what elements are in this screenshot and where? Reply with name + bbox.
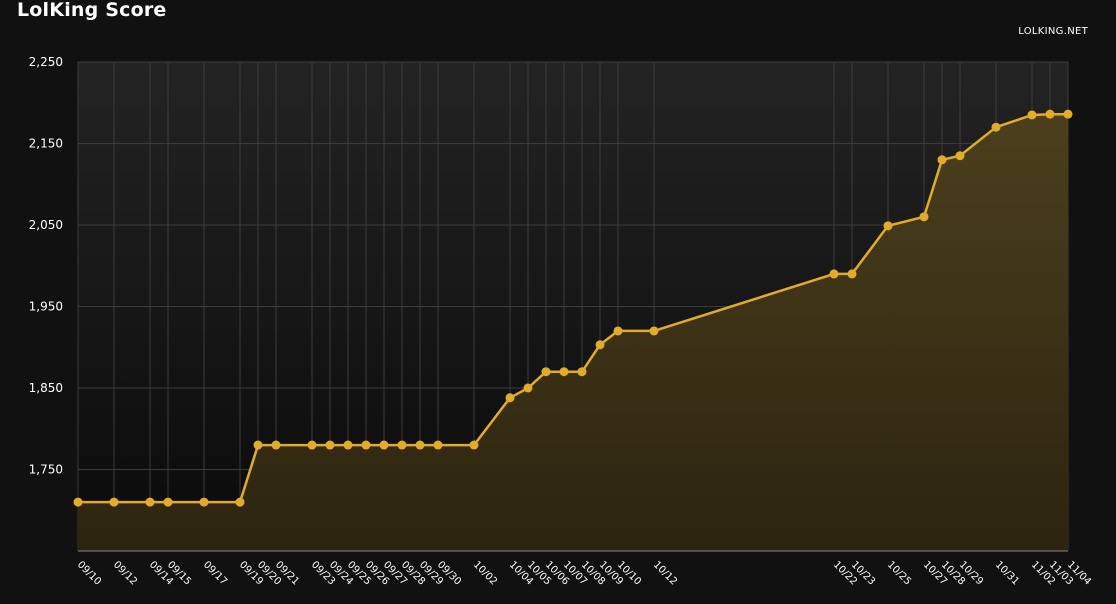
data-point[interactable] — [109, 497, 119, 507]
data-point[interactable] — [379, 440, 389, 450]
data-point[interactable] — [433, 440, 443, 450]
score-area — [78, 114, 1068, 551]
x-tick-label: 10/02 — [471, 559, 499, 587]
data-point[interactable] — [577, 367, 587, 377]
data-point[interactable] — [253, 440, 263, 450]
data-point[interactable] — [1027, 110, 1037, 120]
data-point[interactable] — [343, 440, 353, 450]
x-tick-label: 10/12 — [651, 559, 679, 587]
x-tick-label: 09/17 — [201, 559, 229, 587]
brand-link[interactable]: LOLKING.NET — [1018, 26, 1088, 37]
data-point[interactable] — [955, 151, 965, 161]
x-tick-label: 10/25 — [885, 559, 913, 587]
data-point[interactable] — [235, 497, 245, 507]
x-tick-label: 09/10 — [75, 559, 103, 587]
y-tick-label: 2,250 — [29, 55, 63, 69]
data-point[interactable] — [73, 497, 83, 507]
x-tick-label: 09/12 — [111, 559, 139, 587]
data-point[interactable] — [145, 497, 155, 507]
data-point[interactable] — [937, 155, 947, 165]
data-point[interactable] — [991, 122, 1001, 132]
data-point[interactable] — [397, 440, 407, 450]
data-point[interactable] — [649, 326, 659, 336]
data-point[interactable] — [307, 440, 317, 450]
data-point[interactable] — [415, 440, 425, 450]
data-point[interactable] — [829, 269, 839, 279]
data-point[interactable] — [883, 221, 893, 231]
data-point[interactable] — [505, 393, 515, 403]
data-point[interactable] — [163, 497, 173, 507]
data-point[interactable] — [199, 497, 209, 507]
y-axis-labels: 1,750 1,850 1,950 2,050 2,150 2,250 — [29, 55, 63, 477]
y-tick-label: 2,050 — [29, 218, 63, 232]
data-point[interactable] — [595, 340, 605, 350]
data-point[interactable] — [523, 383, 533, 393]
x-tick-label: 10/31 — [993, 559, 1021, 587]
data-point[interactable] — [325, 440, 335, 450]
y-tick-label: 1,950 — [29, 300, 63, 314]
y-tick-label: 2,150 — [29, 137, 63, 151]
data-point[interactable] — [613, 326, 623, 336]
data-point[interactable] — [1045, 109, 1055, 119]
y-tick-label: 1,850 — [29, 381, 63, 395]
data-point[interactable] — [361, 440, 371, 450]
data-points — [73, 109, 1073, 507]
data-point[interactable] — [919, 212, 929, 222]
data-point[interactable] — [469, 440, 479, 450]
data-point[interactable] — [559, 367, 569, 377]
data-point[interactable] — [1063, 109, 1073, 119]
data-point[interactable] — [271, 440, 281, 450]
data-point[interactable] — [847, 269, 857, 279]
data-point[interactable] — [541, 367, 551, 377]
chart-title: LolKing Score — [17, 0, 167, 21]
y-tick-label: 1,750 — [29, 463, 63, 477]
